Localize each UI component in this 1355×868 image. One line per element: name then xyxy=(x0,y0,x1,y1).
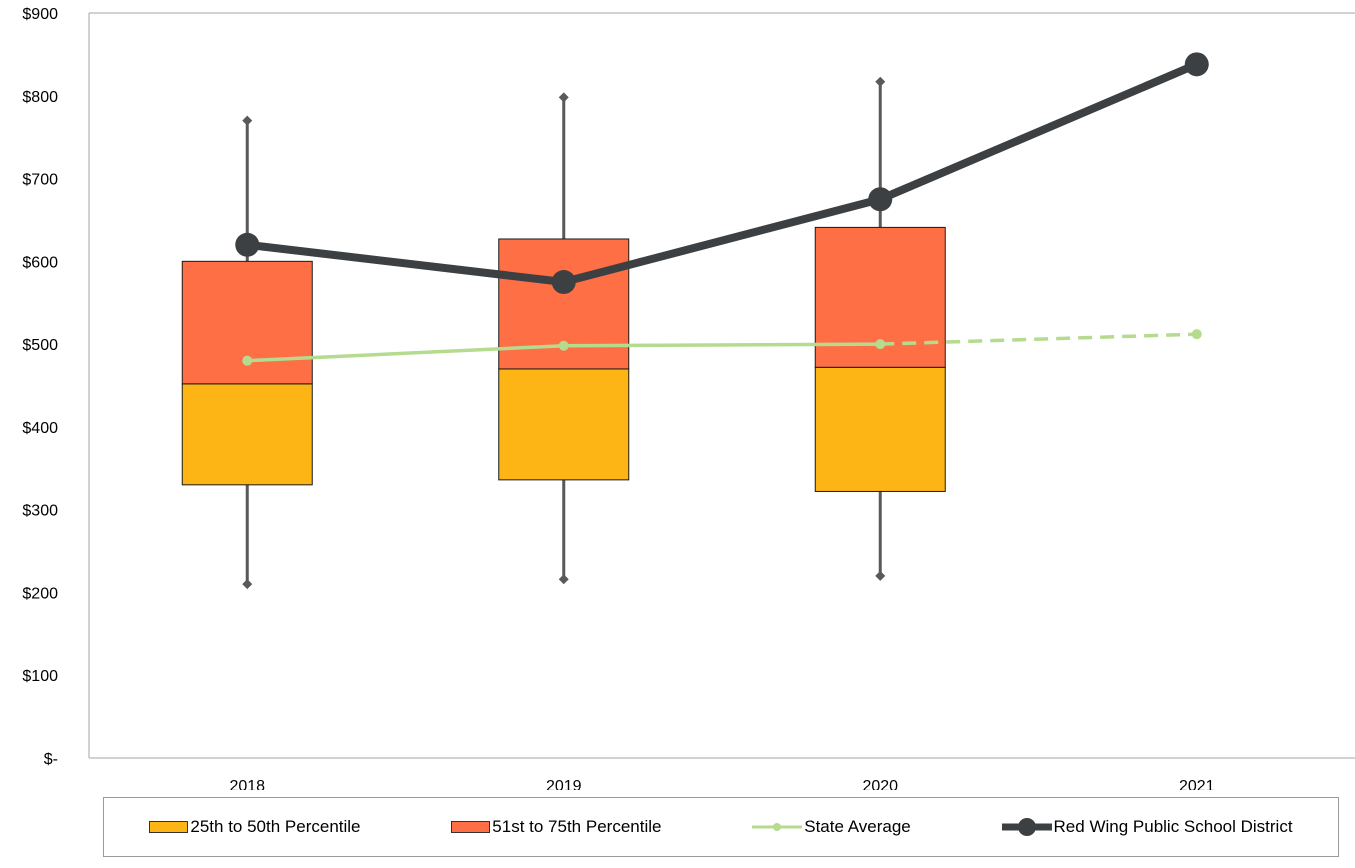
whisker-max-marker xyxy=(558,92,569,103)
series-district xyxy=(235,52,1209,295)
y-tick-label: $800 xyxy=(22,89,58,106)
y-tick-label: $- xyxy=(44,751,58,768)
box-lower xyxy=(498,368,630,481)
whisker-min-marker xyxy=(875,570,886,581)
legend-marker-state-average xyxy=(752,823,803,831)
legend-label-district: Red Wing Public School District xyxy=(1053,817,1293,836)
chart: $- $100 $200 $300 $400 $500 $600 $700 $800 $900 2… xyxy=(22,6,1355,790)
box-lower xyxy=(181,383,313,486)
x-tick-label: 2018 xyxy=(229,778,265,790)
y-tick-labels: $- $100 $200 $300 $400 $500 $600 $700 $800 $900 xyxy=(22,6,58,768)
whisker-max-marker xyxy=(875,76,886,87)
y-tick-label: $900 xyxy=(22,6,58,23)
legend-item-upper: 51st to 75th Percentile xyxy=(451,817,661,837)
box-lower xyxy=(814,366,946,492)
data-point xyxy=(868,187,893,212)
legend-marker-district xyxy=(1001,818,1052,836)
data-point xyxy=(242,355,253,366)
x-tick-labels: 2018 2019 2020 2021 xyxy=(229,778,1214,790)
x-tick-label: 2020 xyxy=(862,778,898,790)
legend-item-state-average: State Average xyxy=(752,817,911,837)
legend-item-lower: 25th to 50th Percentile xyxy=(149,817,361,837)
box-2020 xyxy=(814,76,946,581)
y-tick-label: $300 xyxy=(22,503,58,520)
series-state-average xyxy=(242,329,1202,366)
x-tick-label: 2021 xyxy=(1179,778,1215,790)
data-point xyxy=(1184,52,1209,77)
legend-swatch-upper xyxy=(451,821,491,833)
x-tick-label: 2019 xyxy=(546,778,582,790)
lines xyxy=(235,52,1209,366)
axes xyxy=(88,12,1355,759)
y-tick-label: $200 xyxy=(22,585,58,602)
y-tick-label: $400 xyxy=(22,420,58,437)
box-2019 xyxy=(498,92,630,585)
y-tick-label: $500 xyxy=(22,337,58,354)
legend-label-lower: 25th to 50th Percentile xyxy=(190,817,361,836)
data-point xyxy=(875,339,886,350)
y-tick-label: $700 xyxy=(22,172,58,189)
legend-swatch-lower xyxy=(149,821,189,833)
data-point xyxy=(1191,329,1202,340)
whisker-max-marker xyxy=(242,115,253,126)
whisker-min-marker xyxy=(558,574,569,585)
y-tick-label: $100 xyxy=(22,668,58,685)
legend-label-state-average: State Average xyxy=(804,817,911,836)
series-line-projected xyxy=(880,332,1197,346)
boxes xyxy=(181,76,946,590)
data-point xyxy=(551,270,576,295)
legend-label-upper: 51st to 75th Percentile xyxy=(492,817,662,836)
box-2018 xyxy=(181,115,313,590)
legend-item-district: Red Wing Public School District xyxy=(1001,817,1293,837)
data-point xyxy=(235,232,260,257)
legend: 25th to 50th Percentile 51st to 75th Per… xyxy=(103,797,1339,857)
whisker-min-marker xyxy=(242,579,253,590)
data-point xyxy=(558,340,569,351)
series-line xyxy=(246,60,1199,287)
y-tick-label: $600 xyxy=(22,254,58,271)
